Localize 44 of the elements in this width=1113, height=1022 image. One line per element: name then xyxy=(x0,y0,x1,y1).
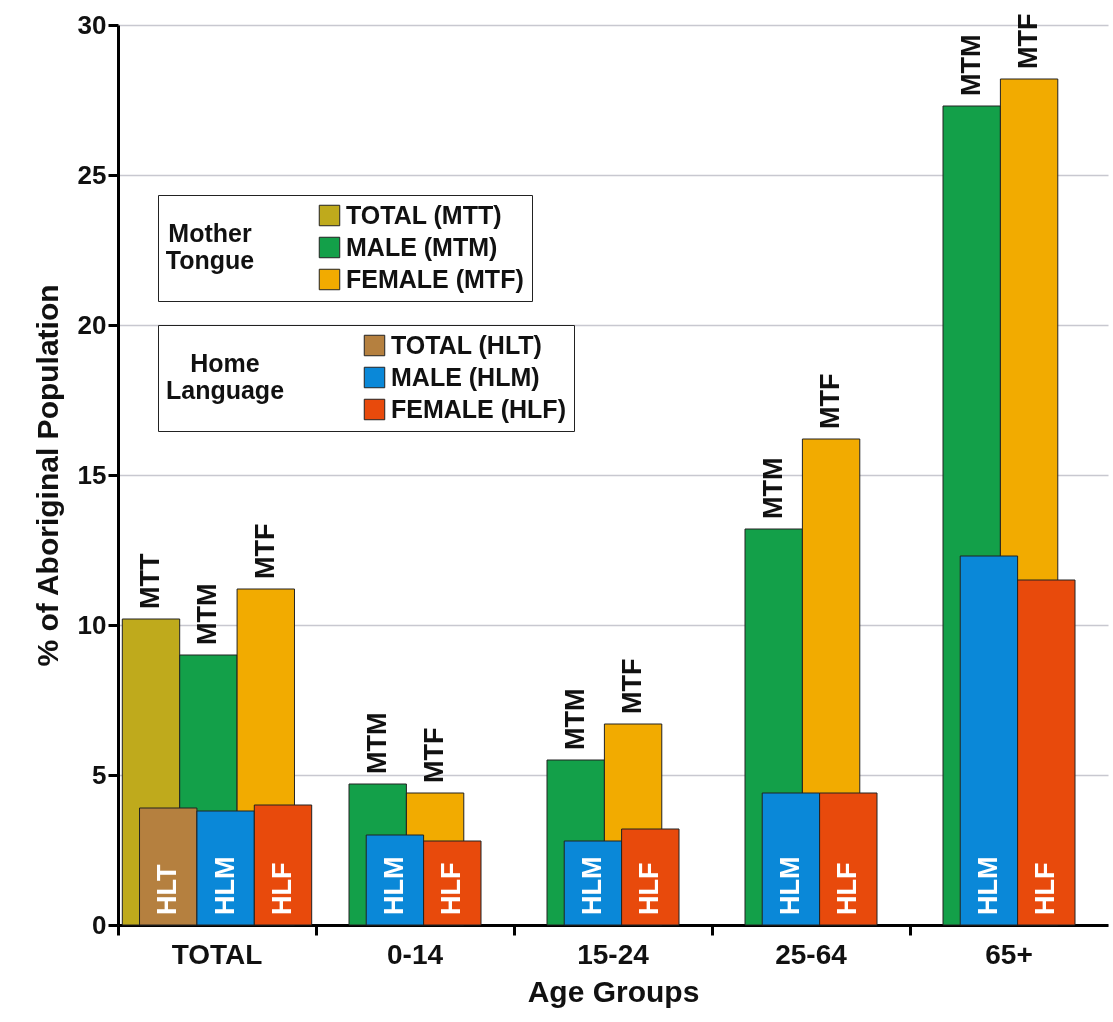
data-label: HLM xyxy=(209,856,240,915)
y-tick-label: 25 xyxy=(77,159,107,190)
data-label: MTM xyxy=(192,583,223,645)
data-label: MTM xyxy=(559,688,590,750)
text: Home Language xyxy=(165,349,285,404)
legend-label: FEMALE (HLF) xyxy=(391,394,566,423)
legend-label: FEMALE (MTF) xyxy=(346,264,524,293)
data-label: MTF xyxy=(249,523,280,579)
data-label: MTM xyxy=(361,712,392,774)
data-label: MTM xyxy=(955,34,986,96)
x-axis-title: Age Groups xyxy=(527,974,700,1008)
data-label: HLF xyxy=(634,862,665,915)
legend-label: MALE (HLM) xyxy=(391,362,540,391)
legend-label: TOTAL (HLT) xyxy=(391,330,542,359)
legend-label: TOTAL (MTT) xyxy=(346,200,502,229)
data-label: MTM xyxy=(757,457,788,519)
data-label: MTF xyxy=(617,658,648,714)
x-tick-label: 25-64 xyxy=(775,938,848,970)
data-label: HLM xyxy=(576,856,607,915)
y-tick-label: 15 xyxy=(77,459,107,490)
data-label: HLF xyxy=(1030,862,1061,915)
data-label: MTF xyxy=(1013,13,1044,69)
y-axis-title: % of Aboriginal Population xyxy=(30,284,64,667)
y-tick-label: 20 xyxy=(77,309,107,340)
y-tick-label: 30 xyxy=(77,9,107,40)
data-label: HLM xyxy=(972,856,1003,915)
x-tick-label: 65+ xyxy=(985,938,1033,970)
data-label: MTF xyxy=(815,373,846,429)
x-tick-label: 0-14 xyxy=(386,938,444,970)
y-tick-label: 5 xyxy=(92,759,107,790)
data-label: HLF xyxy=(832,862,863,915)
legend-label: MALE (MTM) xyxy=(346,232,498,261)
data-label: HLM xyxy=(774,856,805,915)
data-label: MTT xyxy=(135,553,165,609)
data-label: HLT xyxy=(152,864,183,915)
y-tick-label: 0 xyxy=(92,909,107,940)
y-tick-label: 10 xyxy=(77,609,107,640)
x-tick-label: TOTAL xyxy=(171,938,263,970)
data-label: MTF xyxy=(419,727,450,783)
data-label: HLF xyxy=(436,862,467,915)
data-label: HLM xyxy=(378,856,409,915)
x-tick-label: 15-24 xyxy=(577,938,650,970)
data-label: HLF xyxy=(267,862,297,915)
text: Mother Tongue xyxy=(165,219,255,274)
